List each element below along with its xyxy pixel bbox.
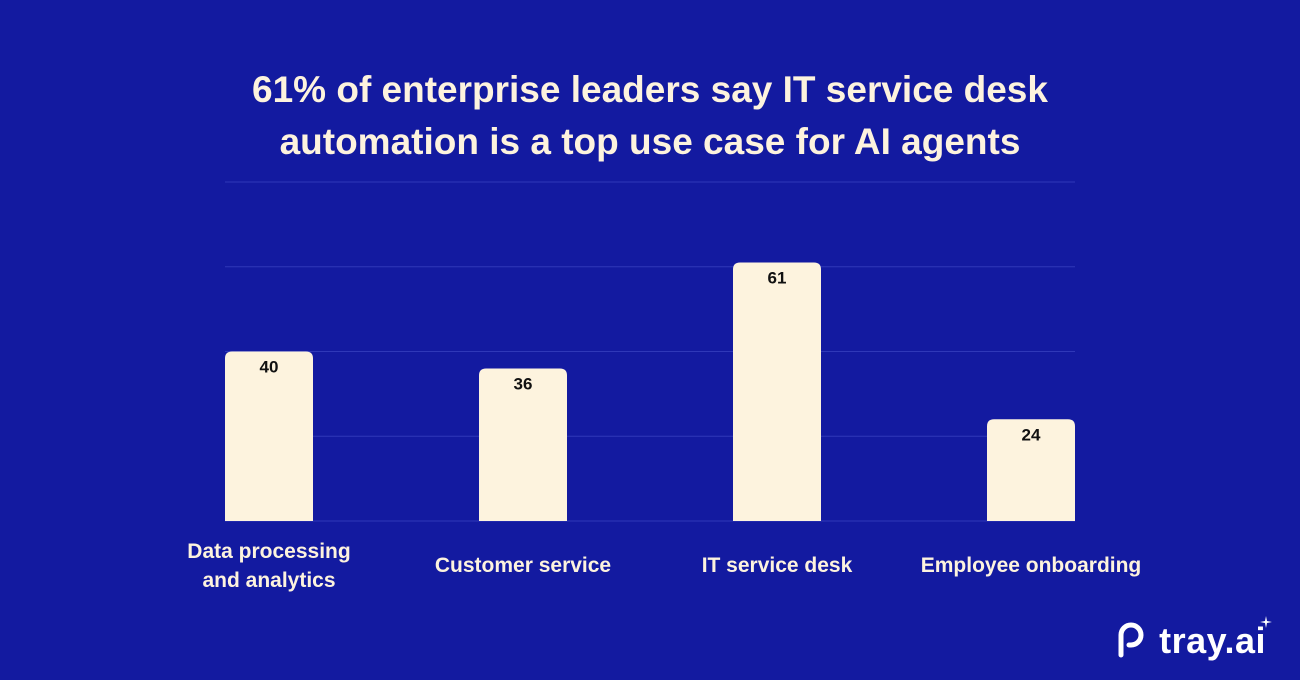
bar-value-label: 36 <box>514 374 533 393</box>
category-labels: Data processing and analytics Customer ser… <box>187 540 1141 592</box>
bar <box>987 419 1075 521</box>
category-label-line: Employee onboarding <box>921 554 1142 577</box>
chart-title: 61% of enterprise leaders say IT service… <box>0 64 1300 168</box>
bar <box>733 262 821 521</box>
category-label: IT service desk <box>702 554 853 577</box>
chart-title-line-1: 61% of enterprise leaders say IT service… <box>252 69 1048 110</box>
category-label: Data processing and analytics <box>187 540 350 592</box>
brand-name: tray.ai <box>1159 620 1266 661</box>
chart-title-line-2: automation is a top use case for AI agen… <box>279 121 1021 162</box>
bar <box>225 351 313 521</box>
brand-logo: tray.ai <box>1115 616 1272 662</box>
category-label-line: and analytics <box>202 569 335 592</box>
bar-value-label: 61 <box>768 269 787 288</box>
bar <box>479 368 567 521</box>
category-label-line: Data processing <box>187 540 350 563</box>
category-label-line: IT service desk <box>702 554 853 577</box>
category-label: Employee onboarding <box>921 554 1142 577</box>
category-label: Customer service <box>435 554 611 577</box>
bars: 40 36 61 24 <box>225 262 1075 521</box>
bar-value-label: 24 <box>1022 425 1041 444</box>
grid-lines <box>225 181 1075 522</box>
bar-value-label: 40 <box>260 358 279 377</box>
sparkle-icon <box>1260 616 1272 628</box>
tray-logo-icon <box>1118 622 1144 658</box>
category-label-line: Customer service <box>435 554 611 577</box>
